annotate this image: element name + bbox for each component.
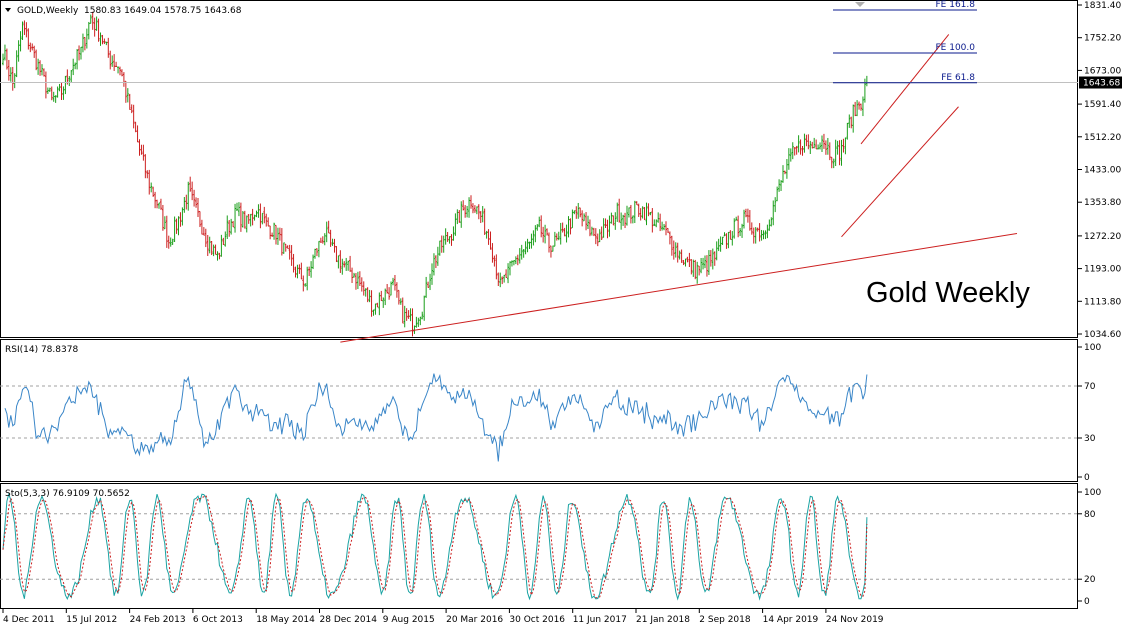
sto-tick-label: 0 xyxy=(1084,597,1090,607)
candlestick-series xyxy=(2,11,868,337)
sto-tick-label: 20 xyxy=(1084,575,1096,585)
date-tick-label: 28 Dec 2014 xyxy=(320,615,378,625)
price-tick-label: 1673.00 xyxy=(1084,66,1121,76)
date-tick-label: 9 Aug 2015 xyxy=(383,615,435,625)
date-tick-label: 15 Jul 2012 xyxy=(66,615,117,625)
fibonacci-expansion[interactable]: FE 161.8 FE 100.0 FE 61.8 xyxy=(833,0,977,84)
sto-panel-frame xyxy=(0,483,1078,609)
sto-main-line xyxy=(2,492,868,601)
trendline-support xyxy=(340,233,1018,343)
fib-level-label: FE 161.8 xyxy=(936,0,976,10)
price-tick-label: 1353.80 xyxy=(1084,198,1121,208)
price-tick-label: 1193.00 xyxy=(1084,265,1121,275)
trendline-channel-lower xyxy=(841,106,959,238)
rsi-title: RSI(14) 78.8378 xyxy=(5,345,78,355)
sto-tick-label: 100 xyxy=(1084,488,1101,498)
rsi-axis: 100 70 30 0 xyxy=(1078,343,1101,483)
chart-watermark: Gold Weekly xyxy=(866,277,1030,309)
price-axis[interactable]: 1831.40 1752.20 1673.00 1591.40 1512.20 1433.… xyxy=(1078,1,1122,340)
price-tick-label: 1272.20 xyxy=(1084,232,1121,242)
rsi-tick-label: 0 xyxy=(1084,473,1090,483)
date-axis[interactable]: 4 Dec 2011 15 Jul 2012 24 Feb 2013 6 Oct 20… xyxy=(2,609,884,625)
date-tick-label: 30 Oct 2016 xyxy=(509,615,565,625)
price-panel-frame xyxy=(0,0,1078,338)
symbol-title: GOLD,Weekly xyxy=(17,6,79,16)
rsi-series xyxy=(0,373,1078,462)
price-tick-label: 1034.60 xyxy=(1084,330,1121,340)
date-tick-label: 24 Feb 2013 xyxy=(130,615,186,625)
dropdown-arrow-icon[interactable] xyxy=(5,8,11,12)
sto-tick-label: 80 xyxy=(1084,510,1096,520)
date-tick-label: 14 Apr 2019 xyxy=(763,615,819,625)
date-tick-label: 18 May 2014 xyxy=(256,615,315,625)
sto-signal-line xyxy=(2,494,868,599)
date-tick-label: 2 Sep 2018 xyxy=(699,615,751,625)
date-tick-label: 4 Dec 2011 xyxy=(3,615,55,625)
price-tick-label: 1433.00 xyxy=(1084,166,1121,176)
price-tick-label: 1591.40 xyxy=(1084,100,1121,110)
date-tick-label: 21 Jan 2018 xyxy=(636,615,690,625)
current-price-label: 1643.68 xyxy=(1083,79,1120,89)
fib-level-label: FE 61.8 xyxy=(941,73,975,83)
price-tick-label: 1831.40 xyxy=(1084,1,1121,11)
date-tick-label: 6 Oct 2013 xyxy=(193,615,243,625)
rsi-line xyxy=(4,373,868,462)
date-tick-label: 20 Mar 2016 xyxy=(446,615,503,625)
rsi-tick-label: 100 xyxy=(1084,343,1101,353)
scroll-marker-icon xyxy=(855,2,865,7)
date-tick-label: 24 Nov 2019 xyxy=(826,615,884,625)
stochastic-series xyxy=(0,492,1078,601)
rsi-tick-label: 30 xyxy=(1084,434,1096,444)
ohlc-values: 1580.83 1649.04 1578.75 1643.68 xyxy=(84,6,242,16)
current-price-tag xyxy=(1079,76,1122,89)
sto-title: Sto(5,3,3) 76.9109 70.5652 xyxy=(5,489,130,499)
sto-axis: 100 80 20 0 xyxy=(1078,488,1101,607)
price-tick-label: 1752.20 xyxy=(1084,34,1121,44)
price-tick-label: 1113.80 xyxy=(1084,297,1121,307)
fib-level-label: FE 100.0 xyxy=(936,43,976,53)
rsi-tick-label: 70 xyxy=(1084,382,1096,392)
price-tick-label: 1512.20 xyxy=(1084,133,1121,143)
rsi-panel-frame xyxy=(0,339,1078,482)
date-tick-label: 11 Jun 2017 xyxy=(573,615,627,625)
